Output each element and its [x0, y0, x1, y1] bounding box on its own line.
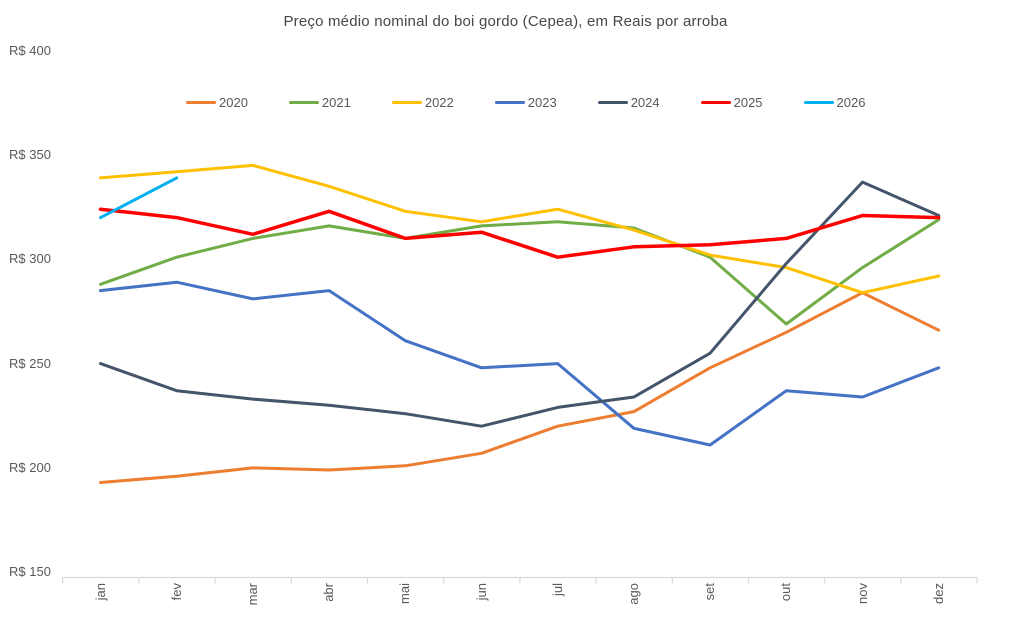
legend-label: 2022 [424, 95, 454, 110]
legend-line-swatch [597, 100, 628, 105]
y-axis-tick-label: R$ 150 [9, 564, 51, 580]
legend-line-swatch [186, 100, 216, 105]
y-axis-tick-label: R$ 400 [9, 42, 51, 58]
legend-label: 2024 [630, 95, 660, 110]
legend: 2020 2021 2022 2023 2024 2025 2026 [186, 95, 865, 110]
legend-item: 2023 [494, 95, 557, 110]
legend-label: 2020 [219, 95, 248, 110]
y-axis-tick-label: R$ 350 [9, 147, 51, 162]
series-line-2022 [99, 163, 941, 295]
series-line-2023 [99, 280, 941, 447]
series-line-2021 [99, 218, 941, 326]
series-line-2025 [98, 207, 941, 259]
legend-label: 2023 [527, 95, 557, 110]
legend-line-swatch [391, 100, 422, 105]
legend-line-swatch [288, 100, 319, 105]
legend-line-swatch [700, 100, 731, 105]
legend-label: 2025 [733, 95, 763, 110]
legend-item: 2022 [391, 95, 454, 110]
legend-item: 2026 [803, 95, 866, 110]
chart-title: Preço médio nominal do boi gordo (Cepea)… [283, 13, 728, 30]
legend-item: 2025 [700, 95, 763, 110]
legend-item: 2021 [288, 95, 351, 110]
y-axis-tick-label: R$ 250 [9, 355, 51, 371]
series-line-2020 [99, 291, 941, 484]
y-axis-tick-label: R$ 300 [9, 251, 51, 267]
legend-item: 2024 [597, 95, 660, 110]
legend-label: 2026 [836, 95, 866, 110]
series-line-2026 [99, 176, 179, 220]
legend-line-swatch [494, 100, 525, 105]
legend-label: 2021 [321, 95, 351, 110]
y-axis-tick-label: R$ 200 [9, 459, 51, 475]
legend-item: 2020 [186, 95, 248, 110]
series-line-2024 [99, 180, 941, 428]
legend-line-swatch [803, 100, 834, 105]
